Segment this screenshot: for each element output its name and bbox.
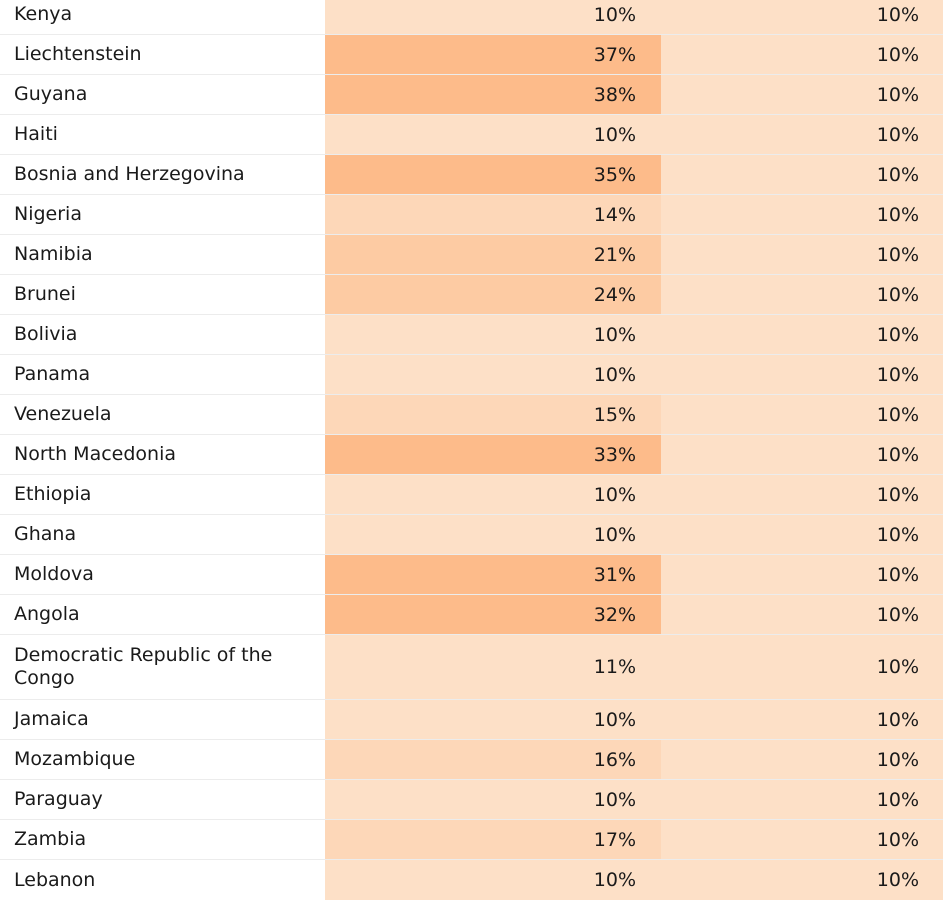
rate-cell-1: 32% [325, 595, 661, 634]
rate-cell-2: 10% [661, 355, 943, 394]
country-name: Lebanon [14, 868, 96, 891]
country-name: Bosnia and Herzegovina [14, 163, 245, 185]
rate-cell-2: 10% [661, 820, 943, 859]
rate-cell-2: 10% [661, 555, 943, 594]
rate-cell-1: 14% [325, 195, 661, 234]
rate-cell-2: 10% [661, 435, 943, 474]
rate-cell-1: 24% [325, 275, 661, 314]
rate-cell-1: 10% [325, 780, 661, 819]
table-row: Liechtenstein 37% 10% [0, 35, 943, 75]
rate-cell-2: 10% [661, 0, 943, 34]
rate-cell-2: 10% [661, 515, 943, 554]
country-name: Jamaica [14, 708, 89, 730]
rate-cell-2: 10% [661, 235, 943, 274]
rate-cell-1: 33% [325, 435, 661, 474]
rate-cell-1: 17% [325, 820, 661, 859]
table-row: Haiti 10% 10% [0, 115, 943, 155]
rate-cell-2: 10% [661, 395, 943, 434]
rate-cell-2: 10% [661, 315, 943, 354]
rate-cell-2: 10% [661, 780, 943, 819]
country-name: Ethiopia [14, 483, 92, 505]
country-name: Angola [14, 603, 80, 625]
rate-cell-2: 10% [661, 75, 943, 114]
country-name: Moldova [14, 563, 94, 585]
table-row: Namibia 21% 10% [0, 235, 943, 275]
rate-cell-2: 10% [661, 195, 943, 234]
table-row: Zambia 17% 10% [0, 820, 943, 860]
country-name: Bolivia [14, 323, 78, 345]
rate-cell-1: 10% [325, 860, 661, 900]
table-row: Venezuela 15% 10% [0, 395, 943, 435]
rate-cell-2: 10% [661, 860, 943, 900]
rate-cell-1: 10% [325, 315, 661, 354]
rate-cell-1: 11% [325, 635, 661, 699]
table-row: Moldova 31% 10% [0, 555, 943, 595]
rate-cell-2: 10% [661, 700, 943, 739]
table-row: Ghana 10% 10% [0, 515, 943, 555]
table-row: Panama 10% 10% [0, 355, 943, 395]
country-name: Brunei [14, 283, 76, 305]
rate-cell-2: 10% [661, 475, 943, 514]
country-name: Mozambique [14, 748, 136, 770]
rate-cell-1: 37% [325, 35, 661, 74]
table-row: North Macedonia 33% 10% [0, 435, 943, 475]
table-row: Guyana 38% 10% [0, 75, 943, 115]
rate-cell-2: 10% [661, 35, 943, 74]
rate-cell-1: 10% [325, 115, 661, 154]
country-name: Zambia [14, 828, 87, 850]
rate-cell-2: 10% [661, 275, 943, 314]
rate-cell-1: 21% [325, 235, 661, 274]
rate-cell-2: 10% [661, 595, 943, 634]
country-name: Panama [14, 363, 91, 385]
rate-cell-1: 38% [325, 75, 661, 114]
table-row: Paraguay 10% 10% [0, 780, 943, 820]
rate-cell-1: 35% [325, 155, 661, 194]
table-row: Lebanon 10% 10% [0, 860, 943, 900]
rate-cell-2: 10% [661, 115, 943, 154]
rate-cell-2: 10% [661, 155, 943, 194]
country-name: Venezuela [14, 403, 112, 425]
table-row: Nigeria 14% 10% [0, 195, 943, 235]
country-name: North Macedonia [14, 443, 177, 465]
table-row: Angola 32% 10% [0, 595, 943, 635]
rate-cell-1: 10% [325, 515, 661, 554]
rate-cell-1: 16% [325, 740, 661, 779]
country-name: Kenya [14, 3, 73, 25]
table-row: Kenya 10% 10% [0, 0, 943, 35]
rate-cell-2: 10% [661, 635, 943, 699]
country-name: Haiti [14, 123, 58, 145]
rate-cell-1: 31% [325, 555, 661, 594]
table-row: Democratic Republic of the Congo 11% 10% [0, 635, 943, 700]
rate-cell-1: 10% [325, 700, 661, 739]
rate-cell-1: 10% [325, 475, 661, 514]
rate-cell-2: 10% [661, 740, 943, 779]
country-name: Nigeria [14, 203, 82, 225]
table-row: Bolivia 10% 10% [0, 315, 943, 355]
rate-cell-1: 10% [325, 0, 661, 34]
table-row: Mozambique 16% 10% [0, 740, 943, 780]
rate-cell-1: 10% [325, 355, 661, 394]
table-row: Brunei 24% 10% [0, 275, 943, 315]
country-name: Paraguay [14, 788, 103, 810]
table-row: Ethiopia 10% 10% [0, 475, 943, 515]
country-name: Ghana [14, 523, 77, 545]
country-name: Liechtenstein [14, 43, 142, 65]
country-name: Guyana [14, 83, 88, 105]
rate-cell-1: 15% [325, 395, 661, 434]
country-name: Democratic Republic of the Congo [14, 644, 273, 689]
table-row: Jamaica 10% 10% [0, 700, 943, 740]
country-name: Namibia [14, 243, 93, 265]
table-row: Bosnia and Herzegovina 35% 10% [0, 155, 943, 195]
